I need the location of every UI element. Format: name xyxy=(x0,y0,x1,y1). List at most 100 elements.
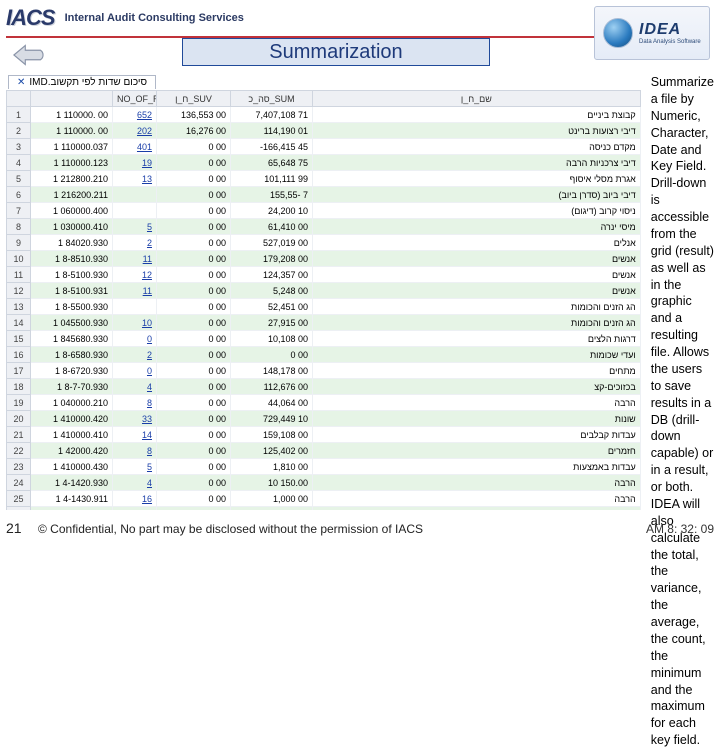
table-row[interactable]: 91 84020.93020 00527,019 00אנלים xyxy=(7,235,641,251)
cell-sum2: 1,000 00 xyxy=(231,491,313,507)
column-header[interactable]: NO_OF_RECS xyxy=(113,91,157,107)
table-row[interactable]: 191 040000.21080 0044,064 00הרבה xyxy=(7,395,641,411)
cell-sum1: 0 00 xyxy=(157,443,231,459)
cell-sum2: 52,451 00 xyxy=(231,299,313,315)
column-header[interactable] xyxy=(31,91,113,107)
cell-sum1: 0 00 xyxy=(157,251,231,267)
cell-recs-link[interactable]: 2 xyxy=(113,347,157,363)
cell-recs-link[interactable]: 12 xyxy=(113,267,157,283)
table-row[interactable]: 211 410000.410140 00159,108 00עבדות קבלב… xyxy=(7,427,641,443)
cell-recs-link[interactable] xyxy=(113,203,157,219)
cell-sum1: 0 00 xyxy=(157,299,231,315)
table-row[interactable]: 231 410000.43050 001,810 00עבדות באמצעות xyxy=(7,459,641,475)
cell-recs-link[interactable]: 401 xyxy=(113,139,157,155)
row-number: 15 xyxy=(7,331,31,347)
cell-name: ועדי שכומות xyxy=(313,347,641,363)
result-tab[interactable]: סיכום שדות לפי תקשוב.IMD ✕ xyxy=(8,75,156,89)
cell-recs-link[interactable]: 19 xyxy=(113,155,157,171)
table-row[interactable]: 201 410000.420330 00729,449 10שונות xyxy=(7,411,641,427)
cell-recs-link[interactable]: 10 xyxy=(113,315,157,331)
cell-recs-link[interactable]: 11 xyxy=(113,283,157,299)
cell-recs-link[interactable] xyxy=(113,299,157,315)
cell-recs-link[interactable]: 4 xyxy=(113,379,157,395)
table-row[interactable]: 61 216200.2110 00155,55- 7דיבי ביוב (סדר… xyxy=(7,187,641,203)
row-number: 7 xyxy=(7,203,31,219)
table-row[interactable]: 41 110000.123190 0065,648 75דיבי צרכניות… xyxy=(7,155,641,171)
cell-name: דיבי רצועות ברינט xyxy=(313,123,641,139)
cell-sum2: 159,108 00 xyxy=(231,427,313,443)
row-number: 14 xyxy=(7,315,31,331)
row-number: 25 xyxy=(7,491,31,507)
table-row[interactable]: 51 212800.210130 00101,111 99אגרת מסלי א… xyxy=(7,171,641,187)
cell-sum1: 0 00 xyxy=(157,491,231,507)
table-row[interactable]: 151 845680.93000 0010,108 00דרגות הלצים xyxy=(7,331,641,347)
cell-sum1: 0 00 xyxy=(157,267,231,283)
table-row[interactable]: 251 4-1430.911160 001,000 00הרבה xyxy=(7,491,641,507)
cell-account: 1 110000. 00 xyxy=(31,107,113,123)
close-icon[interactable]: ✕ xyxy=(17,77,25,88)
cell-sum2: 148,178 00 xyxy=(231,363,313,379)
summary-table[interactable]: NO_OF_RECSח_ן_SUVסה_כ_SUMשם_ח_ן 11 11000… xyxy=(6,90,641,510)
table-row[interactable]: 121 8-5100.931110 005,248 00אנשים xyxy=(7,283,641,299)
cell-recs-link[interactable]: 4 xyxy=(113,475,157,491)
cell-account: 1 040000.210 xyxy=(31,395,113,411)
table-row[interactable]: 261 510000.93220 001,783,148 00שורת xyxy=(7,507,641,511)
back-arrow-icon[interactable] xyxy=(12,42,50,68)
table-row[interactable]: 181 8-7-70.93040 00112,676 00בכזוכים-קצ xyxy=(7,379,641,395)
cell-recs-link[interactable]: 2 xyxy=(113,235,157,251)
table-row[interactable]: 241 4-1420.93040 0010 150.00הרבה xyxy=(7,475,641,491)
cell-sum2: 114,190 01 xyxy=(231,123,313,139)
cell-sum2: 24,200 10 xyxy=(231,203,313,219)
cell-recs-link[interactable]: 202 xyxy=(113,123,157,139)
table-row[interactable]: 81 030000.41050 0061,410 00מיסי ינרה xyxy=(7,219,641,235)
cell-recs-link[interactable]: 652 xyxy=(113,107,157,123)
tab-label: סיכום שדות לפי תקשוב.IMD xyxy=(29,77,147,88)
cell-recs-link[interactable]: 13 xyxy=(113,171,157,187)
column-header[interactable]: סה_כ_SUM xyxy=(231,91,313,107)
cell-recs-link[interactable]: 8 xyxy=(113,443,157,459)
cell-account: 1 8-6580.930 xyxy=(31,347,113,363)
column-header[interactable]: ח_ן_SUV xyxy=(157,91,231,107)
cell-sum2: 124,357 00 xyxy=(231,267,313,283)
cell-recs-link[interactable]: 14 xyxy=(113,427,157,443)
cell-account: 1 110000.037 xyxy=(31,139,113,155)
row-number: 23 xyxy=(7,459,31,475)
table-row[interactable]: 31 110000.0374010 00-166,415 45מקדם כניס… xyxy=(7,139,641,155)
table-row[interactable]: 11 110000. 00652136,553 007,407,108 71קב… xyxy=(7,107,641,123)
cell-recs-link[interactable]: 5 xyxy=(113,219,157,235)
cell-recs-link[interactable]: 2 xyxy=(113,507,157,511)
cell-recs-link[interactable]: 0 xyxy=(113,331,157,347)
column-header[interactable]: שם_ח_ן xyxy=(313,91,641,107)
cell-recs-link[interactable]: 33 xyxy=(113,411,157,427)
cell-recs-link[interactable] xyxy=(113,187,157,203)
cell-recs-link[interactable]: 16 xyxy=(113,491,157,507)
table-row[interactable]: 141 045500.930100 0027,915 00הג הזנים וה… xyxy=(7,315,641,331)
cell-recs-link[interactable]: 11 xyxy=(113,251,157,267)
row-number: 19 xyxy=(7,395,31,411)
cell-name: חזמרים xyxy=(313,443,641,459)
table-row[interactable]: 21 110000. 0020216,276 00114,190 01דיבי … xyxy=(7,123,641,139)
cell-sum2: -166,415 45 xyxy=(231,139,313,155)
cell-sum2: 65,648 75 xyxy=(231,155,313,171)
cell-sum1: 0 00 xyxy=(157,219,231,235)
cell-recs-link[interactable]: 8 xyxy=(113,395,157,411)
cell-name: שורת xyxy=(313,507,641,511)
cell-name: דיבי צרכניות הרבה xyxy=(313,155,641,171)
cell-name: עבדות באמצעות xyxy=(313,459,641,475)
cell-name: אנשים xyxy=(313,251,641,267)
cell-name: עבדות קבלבים xyxy=(313,427,641,443)
table-row[interactable]: 161 8-6580.93020 000 00ועדי שכומות xyxy=(7,347,641,363)
cell-sum1: 0 00 xyxy=(157,139,231,155)
table-row[interactable]: 101 8-8510.930110 00179,208 00אנשים xyxy=(7,251,641,267)
cell-sum2: 1,810 00 xyxy=(231,459,313,475)
cell-recs-link[interactable]: 0 xyxy=(113,363,157,379)
table-row[interactable]: 71 060000.4000 0024,200 10ניסוי קרוב (די… xyxy=(7,203,641,219)
table-row[interactable]: 221 42000.42080 00125,402 00חזמרים xyxy=(7,443,641,459)
table-row[interactable]: 131 8-5500.9300 0052,451 00הג הזנים והכו… xyxy=(7,299,641,315)
table-row[interactable]: 111 8-5100.930120 00124,357 00אנשים xyxy=(7,267,641,283)
cell-recs-link[interactable]: 5 xyxy=(113,459,157,475)
table-row[interactable]: 171 8-6720.93000 00148,178 00מתחים xyxy=(7,363,641,379)
cell-sum2: 179,208 00 xyxy=(231,251,313,267)
cell-name: שונות xyxy=(313,411,641,427)
cell-name: אנשים xyxy=(313,267,641,283)
